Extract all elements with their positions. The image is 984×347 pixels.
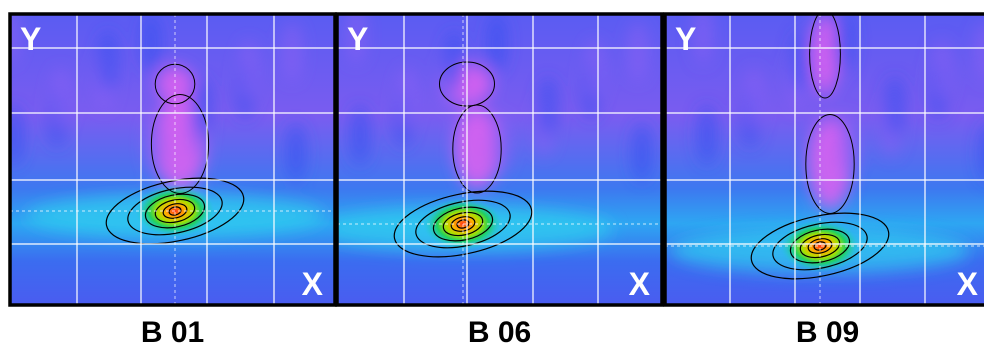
blobs	[337, 14, 652, 251]
noise	[834, 14, 854, 73]
y-label: Y	[347, 21, 368, 57]
noise	[286, 123, 306, 183]
noise	[585, 40, 605, 100]
contour	[105, 177, 245, 245]
noise	[744, 68, 764, 128]
contour	[144, 193, 206, 229]
noise	[885, 77, 905, 137]
magenta-region	[811, 14, 839, 94]
panel-image	[665, 14, 984, 305]
panel-image	[10, 14, 335, 305]
caption: B 06	[468, 316, 531, 347]
contour	[127, 186, 223, 236]
noise	[282, 22, 302, 82]
noise	[628, 22, 648, 82]
contour	[393, 190, 533, 258]
caption: B 09	[796, 316, 859, 347]
panel-border	[335, 12, 664, 307]
noise	[932, 40, 952, 100]
noise	[350, 105, 370, 165]
contour	[809, 14, 841, 99]
noise	[10, 105, 24, 165]
hot-spot	[780, 220, 860, 272]
noise	[145, 114, 165, 174]
noise	[346, 14, 366, 64]
noise	[979, 127, 984, 179]
contour	[450, 216, 476, 232]
noise	[51, 68, 71, 128]
panel-border	[8, 12, 337, 307]
noise	[838, 114, 858, 174]
magenta-region	[157, 66, 193, 102]
contour	[150, 94, 210, 194]
caption: B 01	[141, 316, 204, 347]
contour	[750, 212, 890, 280]
noise	[239, 40, 259, 100]
panel: YX	[8, 12, 337, 307]
noise	[487, 14, 507, 73]
magenta-region	[455, 109, 499, 189]
noise	[444, 31, 464, 91]
contour	[154, 198, 196, 224]
contour	[813, 241, 827, 251]
noise	[791, 31, 811, 91]
x-label: X	[302, 266, 324, 302]
x-label: X	[957, 266, 979, 302]
x-label: X	[629, 266, 651, 302]
noise	[693, 14, 713, 64]
contour	[799, 233, 841, 259]
contour	[789, 228, 851, 264]
contour	[168, 206, 182, 216]
y-label: Y	[675, 21, 696, 57]
contour	[456, 219, 470, 229]
panel-image	[337, 14, 662, 305]
noise	[10, 14, 20, 64]
noise	[538, 77, 558, 137]
contour	[162, 203, 188, 219]
panel: YX	[663, 12, 984, 307]
noise	[975, 22, 984, 82]
noise	[98, 31, 118, 91]
contour	[432, 206, 494, 242]
contour	[805, 114, 855, 214]
y-label: Y	[20, 21, 41, 57]
panel: YX	[335, 12, 664, 307]
noise	[141, 14, 161, 73]
contour	[772, 221, 868, 271]
contour	[442, 211, 484, 237]
panel-border	[663, 12, 984, 307]
noise	[697, 105, 717, 165]
noise	[397, 68, 417, 128]
noise	[632, 123, 652, 183]
